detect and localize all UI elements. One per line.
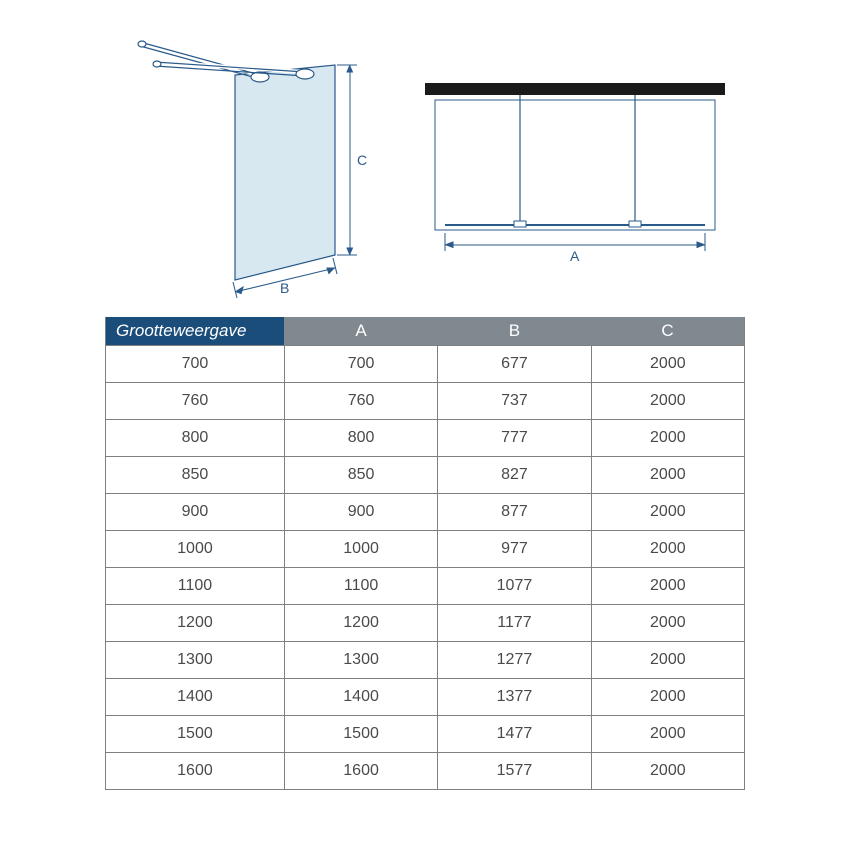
col-header-B: B: [438, 317, 591, 346]
label-b: B: [280, 280, 289, 296]
table-row: 1600160015772000: [106, 753, 745, 790]
table-cell: 2000: [591, 383, 744, 420]
table-row: 8008007772000: [106, 420, 745, 457]
diagram-perspective: C B: [105, 30, 405, 310]
table-cell: 777: [438, 420, 591, 457]
table-cell: 2000: [591, 457, 744, 494]
label-c: C: [357, 152, 367, 168]
table-cell: 2000: [591, 420, 744, 457]
table-cell: 827: [438, 457, 591, 494]
table-row: 1500150014772000: [106, 716, 745, 753]
table-cell: 737: [438, 383, 591, 420]
table-cell: 900: [106, 494, 285, 531]
table-row: 100010009772000: [106, 531, 745, 568]
table-cell: 1077: [438, 568, 591, 605]
table-row: 8508508272000: [106, 457, 745, 494]
table-row: 1200120011772000: [106, 605, 745, 642]
table-cell: 977: [438, 531, 591, 568]
table-cell: 1100: [106, 568, 285, 605]
table-cell: 1300: [106, 642, 285, 679]
table-cell: 1177: [438, 605, 591, 642]
table-cell: 2000: [591, 679, 744, 716]
table-cell: 1000: [284, 531, 437, 568]
table-cell: 2000: [591, 605, 744, 642]
table-cell: 760: [284, 383, 437, 420]
table-cell: 1500: [284, 716, 437, 753]
table-cell: 800: [106, 420, 285, 457]
table-cell: 700: [284, 346, 437, 383]
table-cell: 700: [106, 346, 285, 383]
table-row: 7007006772000: [106, 346, 745, 383]
table-cell: 1400: [106, 679, 285, 716]
table-cell: 877: [438, 494, 591, 531]
table-row: 7607607372000: [106, 383, 745, 420]
col-header-C: C: [591, 317, 744, 346]
table-row: 1400140013772000: [106, 679, 745, 716]
table-cell: 2000: [591, 568, 744, 605]
table-cell: 850: [106, 457, 285, 494]
table-cell: 1100: [284, 568, 437, 605]
table-row: 1300130012772000: [106, 642, 745, 679]
table-row: 9009008772000: [106, 494, 745, 531]
table-cell: 1600: [284, 753, 437, 790]
size-table: GrootteweergaveABC 700700677200076076073…: [105, 317, 745, 790]
table-cell: 1600: [106, 753, 285, 790]
table-row: 1100110010772000: [106, 568, 745, 605]
table-cell: 1577: [438, 753, 591, 790]
table-cell: 2000: [591, 716, 744, 753]
diagram-topview: A: [420, 75, 750, 275]
table-cell: 1400: [284, 679, 437, 716]
table-cell: 1000: [106, 531, 285, 568]
table-cell: 760: [106, 383, 285, 420]
table-cell: 1277: [438, 642, 591, 679]
table-cell: 2000: [591, 753, 744, 790]
table-cell: 1300: [284, 642, 437, 679]
table-cell: 1500: [106, 716, 285, 753]
table-head: GrootteweergaveABC: [106, 317, 745, 346]
page: C B: [0, 0, 848, 848]
table-cell: 900: [284, 494, 437, 531]
table-cell: 1200: [284, 605, 437, 642]
table-cell: 1377: [438, 679, 591, 716]
size-table-wrap: GrootteweergaveABC 700700677200076076073…: [105, 317, 745, 790]
table-body: 7007006772000760760737200080080077720008…: [106, 346, 745, 790]
col-header-size: Grootteweergave: [106, 317, 285, 346]
table-cell: 2000: [591, 494, 744, 531]
label-a: A: [570, 248, 580, 264]
table-cell: 2000: [591, 531, 744, 568]
table-cell: 1200: [106, 605, 285, 642]
col-header-A: A: [284, 317, 437, 346]
table-cell: 2000: [591, 346, 744, 383]
table-cell: 800: [284, 420, 437, 457]
table-cell: 1477: [438, 716, 591, 753]
table-cell: 677: [438, 346, 591, 383]
table-cell: 850: [284, 457, 437, 494]
table-cell: 2000: [591, 642, 744, 679]
diagram-row: C B: [0, 30, 848, 310]
